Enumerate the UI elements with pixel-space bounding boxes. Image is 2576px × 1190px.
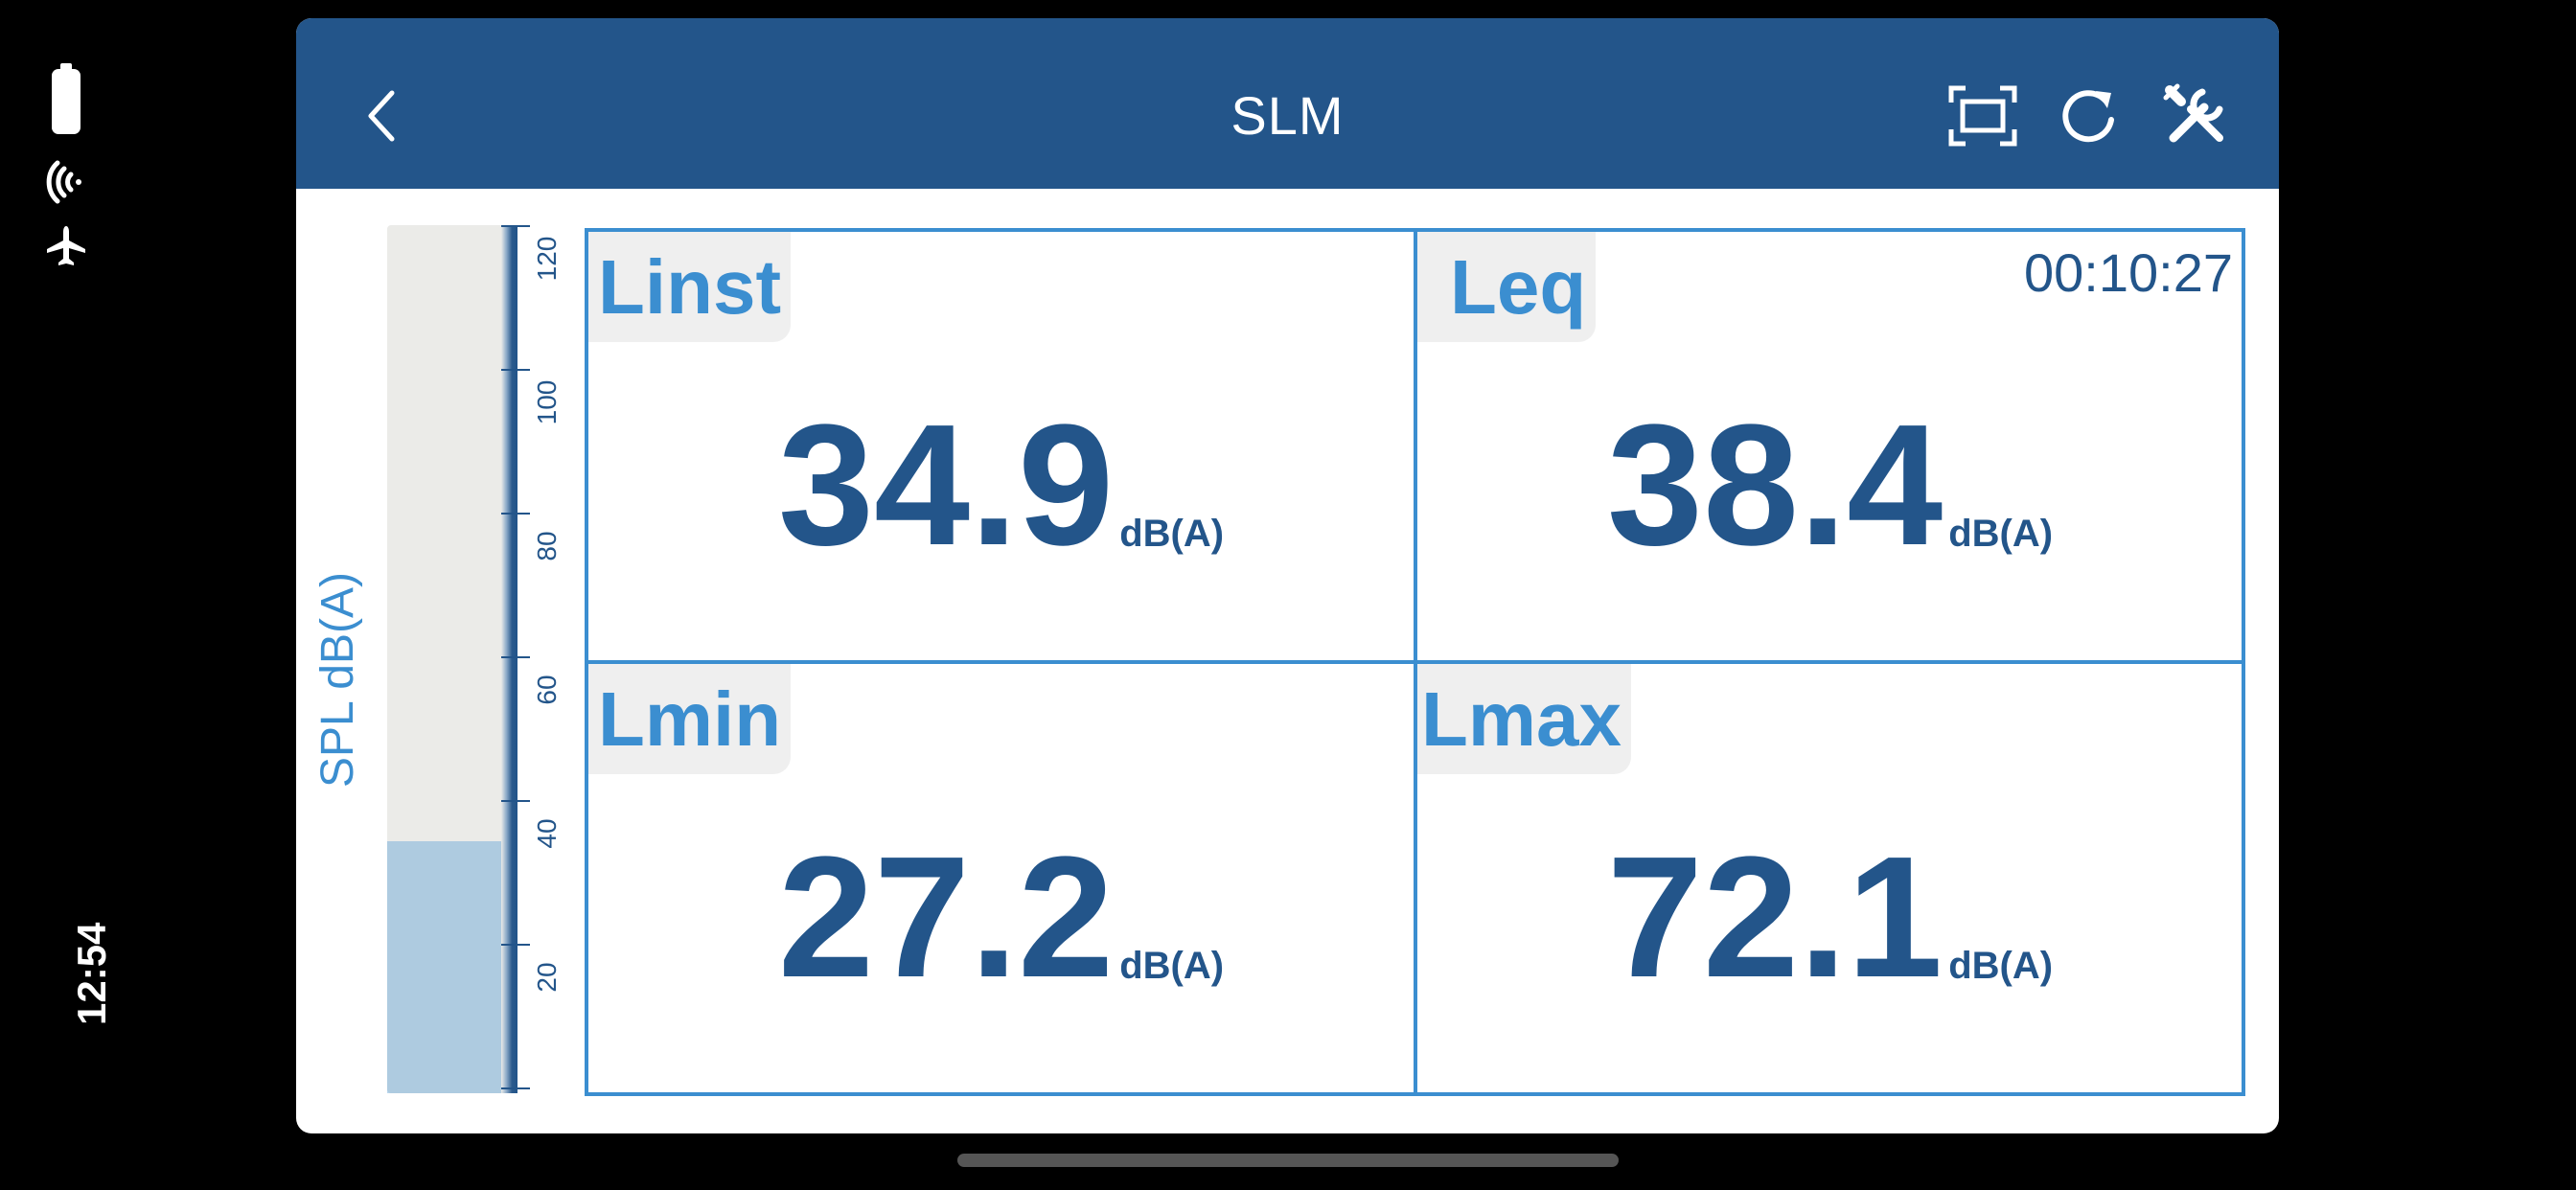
reset-button[interactable]: [2050, 78, 2127, 154]
chevron-left-icon: [368, 90, 395, 142]
leq-reading: 38.4 dB(A): [1417, 389, 2242, 582]
axis-tick: [501, 800, 530, 802]
axis-tick: [501, 513, 530, 515]
wifi-icon: [46, 160, 81, 204]
spl-bar-edge: [501, 225, 517, 1093]
lmin-reading: 27.2 dB(A): [588, 821, 1414, 1014]
lmax-reading: 72.1 dB(A): [1417, 821, 2242, 1014]
fit-screen-button[interactable]: [1944, 78, 2021, 154]
home-indicator[interactable]: [957, 1154, 1619, 1167]
axis-tick: [501, 369, 530, 371]
lmax-value: 72.1: [1606, 821, 1944, 1014]
lmin-panel[interactable]: Lmin 27.2 dB(A): [588, 664, 1414, 1092]
lmin-value: 27.2: [777, 821, 1115, 1014]
linst-label: Linst: [588, 232, 792, 342]
fit-screen-icon: [1948, 85, 2017, 147]
axis-tick: [501, 225, 530, 227]
battery-icon: [52, 63, 80, 134]
readings-grid: Linst 34.9 dB(A) Leq 00:10:27 38.4 dB(A)…: [585, 228, 2245, 1096]
airplane-icon: [47, 226, 85, 265]
linst-value: 34.9: [777, 389, 1115, 582]
leq-unit: dB(A): [1948, 513, 2054, 555]
lmax-panel[interactable]: Lmax 72.1 dB(A): [1417, 664, 2242, 1092]
leq-panel[interactable]: Leq 00:10:27 38.4 dB(A): [1417, 232, 2242, 660]
settings-button[interactable]: [2157, 78, 2234, 154]
linst-reading: 34.9 dB(A): [588, 389, 1414, 582]
spl-meter: SPL dB(A) 120 100 80 60 40 20: [296, 189, 588, 1133]
axis-tick: [501, 1087, 530, 1089]
lmin-unit: dB(A): [1119, 945, 1225, 987]
linst-unit: dB(A): [1119, 513, 1225, 555]
leq-label: Leq: [1417, 232, 1597, 342]
axis-tick: [501, 656, 530, 658]
settings-tools-icon: [2163, 83, 2223, 143]
back-button[interactable]: [344, 78, 421, 154]
spl-level-bar: [387, 225, 512, 1093]
leq-value: 38.4: [1606, 389, 1944, 582]
status-bar: 12:54: [0, 0, 134, 1190]
spl-level-fill: [387, 840, 512, 1093]
axis-tick: [501, 944, 530, 946]
reset-icon: [2062, 90, 2114, 143]
spl-axis-line: [516, 225, 518, 1093]
leq-timer: 00:10:27: [2024, 242, 2233, 303]
slm-window: SLM: [296, 18, 2279, 1133]
lmax-unit: dB(A): [1948, 945, 2054, 987]
spl-axis-title: SPL dB(A): [312, 572, 363, 788]
lmax-label: Lmax: [1417, 664, 1631, 774]
lmin-label: Lmin: [588, 664, 792, 774]
linst-panel[interactable]: Linst 34.9 dB(A): [588, 232, 1414, 660]
header-bar: SLM: [296, 18, 2279, 189]
status-time: 12:54: [69, 922, 114, 1025]
grid-divider: [588, 660, 2242, 664]
